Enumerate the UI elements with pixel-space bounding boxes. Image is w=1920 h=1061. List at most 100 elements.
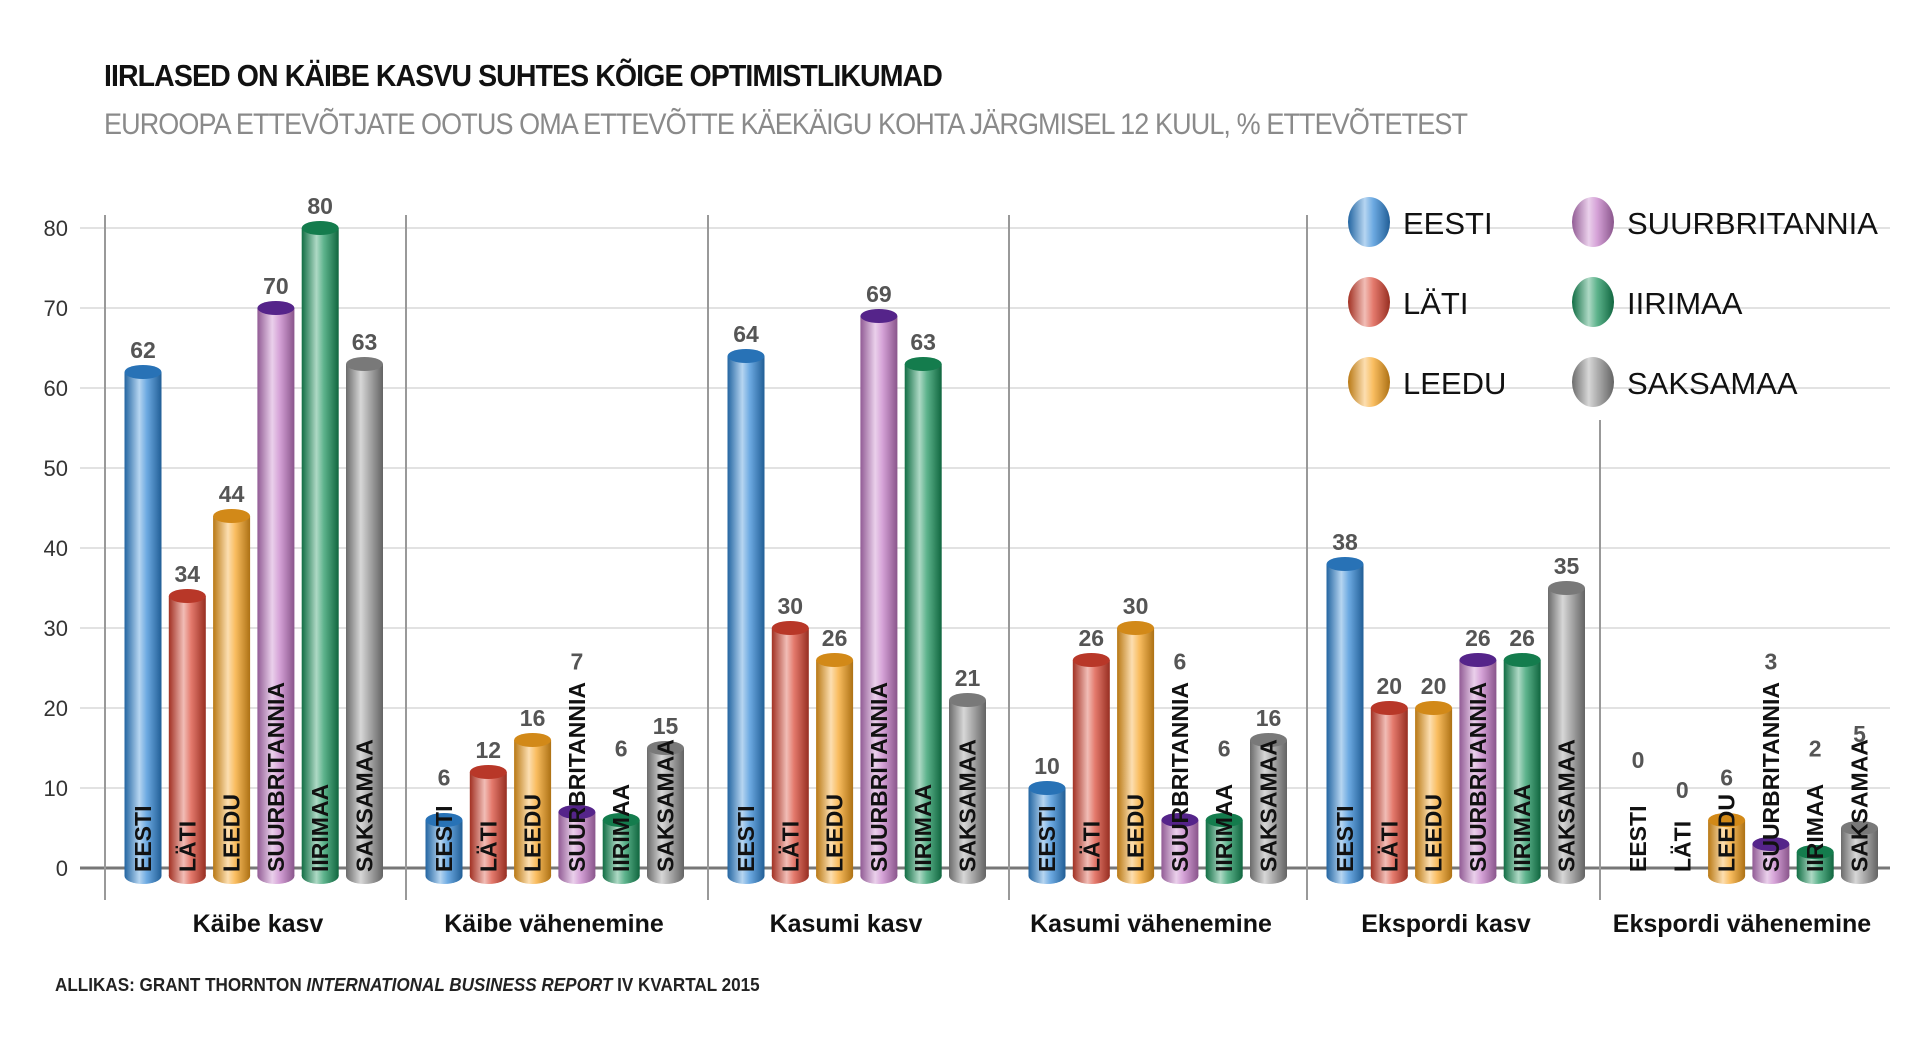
bar [425, 820, 463, 876]
bar-top-cap [1796, 845, 1834, 859]
data-label: 38 [1332, 529, 1358, 555]
bar-country-label: SAKSAMAA [352, 739, 378, 872]
bar-top-cap [514, 733, 552, 747]
bar-country-label: IIRIMAA [910, 784, 936, 872]
bar [1370, 708, 1408, 876]
y-tick-label: 70 [44, 296, 68, 321]
data-label: 70 [263, 273, 289, 299]
bar-top-cap [558, 805, 596, 819]
bar-country-label: SAKSAMAA [653, 739, 679, 872]
legend-label: EESTI [1403, 206, 1493, 241]
data-label: 12 [476, 737, 502, 763]
bar-country-label: LEEDU [822, 794, 848, 872]
data-label: 44 [219, 481, 245, 507]
bar-country-label: EESTI [1332, 806, 1358, 872]
bar-country-label: EESTI [1034, 806, 1060, 872]
legend-label: SUURBRITANNIA [1627, 206, 1878, 241]
bar [949, 700, 986, 876]
data-label: 0 [1676, 777, 1689, 803]
bar [602, 820, 640, 876]
bar-top-cap [1161, 813, 1199, 827]
data-label: 10 [1034, 753, 1060, 779]
source-report-name: INTERNATIONAL BUSINESS REPORT [306, 975, 613, 995]
data-label: 26 [822, 625, 848, 651]
bar-top-cap [860, 309, 898, 323]
data-label: 20 [1421, 673, 1447, 699]
bar [1161, 820, 1199, 876]
bar-country-label: SUURBRITANNIA [1465, 682, 1491, 872]
data-label: 26 [1509, 625, 1535, 651]
legend-label: LÄTI [1403, 286, 1468, 321]
bar-top-cap [904, 357, 942, 371]
bar [1326, 564, 1364, 876]
data-label: 62 [130, 337, 156, 363]
bar-country-label: LÄTI [1376, 821, 1402, 872]
data-label: 6 [615, 736, 628, 762]
bar [1459, 660, 1497, 876]
bar [213, 516, 251, 876]
bar [257, 308, 295, 876]
data-label: 30 [1123, 593, 1149, 619]
bar-top-cap [949, 693, 986, 707]
legend-label: IIRIMAA [1627, 286, 1743, 321]
bar-country-label: LÄTI [174, 821, 200, 872]
legend-swatch [1572, 197, 1614, 247]
bar-top-cap [301, 221, 339, 235]
bar-country-label: IIRIMAA [1509, 784, 1535, 872]
bar-top-cap [647, 741, 684, 755]
bar-top-cap [425, 813, 463, 827]
bar-country-label: IIRIMAA [1802, 784, 1828, 872]
bar-country-label: SUURBRITANNIA [1758, 682, 1784, 872]
bar-country-label: EESTI [1625, 806, 1651, 872]
data-label: 16 [520, 705, 546, 731]
bar-country-label: SAKSAMAA [1847, 739, 1873, 872]
data-label: 30 [778, 593, 804, 619]
data-label: 2 [1809, 736, 1822, 762]
bar [1503, 660, 1541, 876]
data-label: 21 [955, 665, 981, 691]
y-tick-label: 0 [56, 856, 68, 881]
data-label: 26 [1465, 625, 1491, 651]
bar-top-cap [1841, 821, 1878, 835]
category-label: Kasumi vähenemine [1030, 910, 1272, 938]
legend-swatch [1348, 277, 1390, 327]
bar-top-cap [1072, 653, 1110, 667]
bar-top-cap [1503, 653, 1541, 667]
data-label: 26 [1079, 625, 1105, 651]
bar-country-label: LÄTI [1078, 821, 1104, 872]
y-tick-label: 60 [44, 376, 68, 401]
data-label: 16 [1256, 705, 1282, 731]
bar [558, 812, 596, 876]
data-label: 3 [1765, 649, 1778, 675]
bar [647, 748, 684, 876]
bar-country-label: SAKSAMAA [1256, 739, 1282, 872]
bar-top-cap [771, 621, 809, 635]
chart-subtitle: EUROOPA ETTEVÕTJATE OOTUS OMA ETTEVÕTTE … [104, 108, 1468, 141]
bar-country-label: IIRIMAA [1211, 784, 1237, 872]
bar-country-label: EESTI [733, 806, 759, 872]
bar-country-label: SUURBRITANNIA [564, 682, 590, 872]
bar [168, 596, 206, 876]
legend-swatch [1572, 277, 1614, 327]
bar-country-label: LÄTI [777, 821, 803, 872]
data-label: 63 [910, 329, 936, 355]
y-tick-label: 50 [44, 456, 68, 481]
bar [514, 740, 552, 876]
category-label: Ekspordi kasv [1361, 910, 1531, 938]
data-label: 7 [571, 649, 584, 675]
source-prefix: ALLIKAS: GRANT THORNTON [55, 975, 307, 995]
data-label: 63 [352, 329, 378, 355]
bar [1841, 828, 1878, 876]
legend-swatch [1572, 357, 1614, 407]
bar [1415, 708, 1453, 876]
bar-country-label: LÄTI [1669, 821, 1695, 872]
data-label: 64 [733, 321, 759, 347]
y-tick-label: 20 [44, 696, 68, 721]
bar [301, 228, 339, 876]
bar-top-cap [727, 349, 765, 363]
source-note: ALLIKAS: GRANT THORNTON INTERNATIONAL BU… [55, 975, 760, 996]
data-label: 20 [1377, 673, 1403, 699]
legend-swatch [1348, 197, 1390, 247]
data-label: 15 [653, 713, 679, 739]
